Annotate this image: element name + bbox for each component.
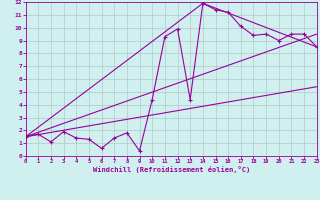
- X-axis label: Windchill (Refroidissement éolien,°C): Windchill (Refroidissement éolien,°C): [92, 166, 250, 173]
